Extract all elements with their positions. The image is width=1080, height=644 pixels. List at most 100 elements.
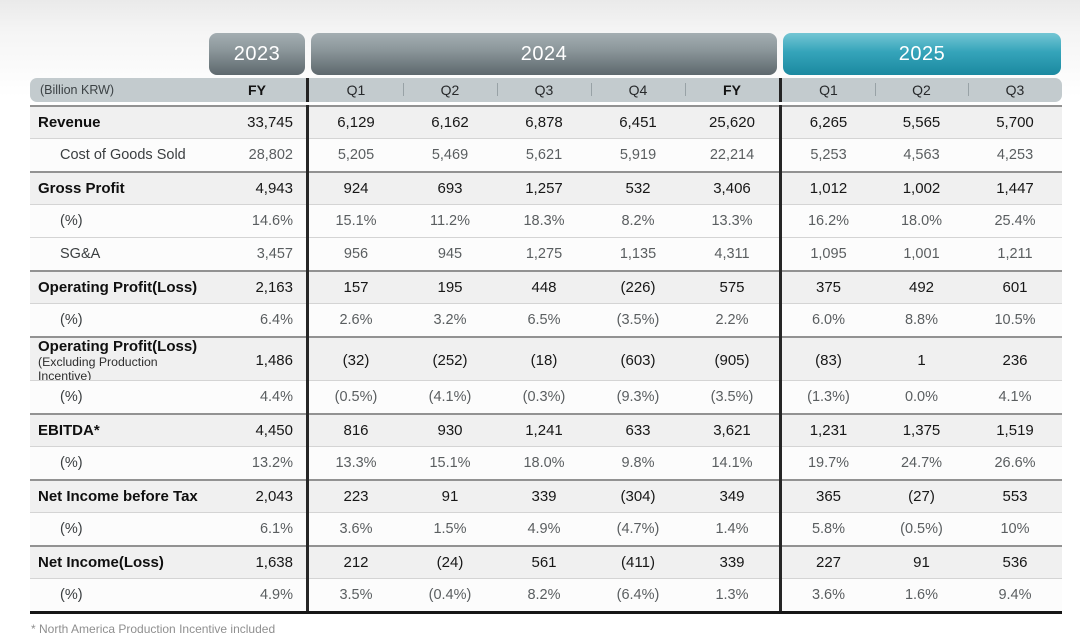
cell: 1,447 (968, 171, 1062, 204)
table-row: (%) 13.2% 13.3% 15.1% 18.0% 9.8% 14.1% 19.7% 24.… (30, 446, 1062, 479)
cell: 3,406 (685, 171, 779, 204)
cell: 18.0% (875, 204, 968, 237)
cell: 3.2% (403, 303, 497, 336)
cell: 3,621 (685, 413, 779, 446)
cell: (1.3%) (782, 380, 875, 413)
cell: 1.3% (685, 578, 779, 611)
cell: 5,919 (591, 138, 685, 171)
cell: 227 (782, 545, 875, 578)
column-divider (779, 138, 782, 171)
cell: 91 (403, 479, 497, 512)
cell: 6.0% (782, 303, 875, 336)
cell: 6,162 (403, 105, 497, 138)
column-divider (306, 237, 309, 270)
cell: 28,802 (208, 138, 306, 171)
cell: 1,135 (591, 237, 685, 270)
cell: 9.8% (591, 446, 685, 479)
col-header-q1-2024: Q1 (346, 82, 366, 98)
cell: 8.2% (591, 204, 685, 237)
col-header-q1-2025: Q1 (819, 82, 838, 98)
cell: 195 (403, 270, 497, 303)
column-divider (779, 380, 782, 413)
cell: 4.9% (497, 512, 591, 545)
cell: (905) (685, 336, 779, 384)
cell: 25.4% (968, 204, 1062, 237)
cell: 1,211 (968, 237, 1062, 270)
col-header-q4-2024: Q4 (591, 78, 685, 102)
cell: 1,275 (497, 237, 591, 270)
cell: 25,620 (685, 105, 779, 138)
cell: (411) (591, 545, 685, 578)
cell: 1,002 (875, 171, 968, 204)
table-row: Net Income(Loss) 1,638 212 (24) 561 (411) 339 2… (30, 545, 1062, 578)
cell: 375 (782, 270, 875, 303)
cell: 6,451 (591, 105, 685, 138)
cell: (3.5%) (591, 303, 685, 336)
cell: 1,231 (782, 413, 875, 446)
cell: 9.4% (968, 578, 1062, 611)
column-divider (779, 237, 782, 270)
cell: 339 (497, 479, 591, 512)
cell: 561 (497, 545, 591, 578)
cell: 1.6% (875, 578, 968, 611)
row-label-cell: SG&A (30, 237, 208, 270)
row-label: (%) (60, 212, 83, 229)
row-label-cell: EBITDA* (30, 413, 208, 446)
cell: 4.9% (208, 578, 306, 611)
cell: 4,943 (208, 171, 306, 204)
unit-label: (Billion KRW) (40, 83, 115, 97)
cell: 1,257 (497, 171, 591, 204)
table-row: Net Income before Tax 2,043 223 91 339 (304) 3… (30, 479, 1062, 512)
cell: 5,253 (782, 138, 875, 171)
cell: 339 (685, 545, 779, 578)
row-label-cell: Cost of Goods Sold (30, 138, 208, 171)
col-header-q2-2024: Q2 (403, 78, 497, 102)
cell: 4,311 (685, 237, 779, 270)
cell: 6.5% (497, 303, 591, 336)
col-header-q2-2025: Q2 (875, 78, 968, 102)
cell: 693 (403, 171, 497, 204)
column-divider (306, 336, 309, 384)
column-divider (306, 380, 309, 413)
cell: 13.3% (685, 204, 779, 237)
cell: 536 (968, 545, 1062, 578)
cell: (0.3%) (497, 380, 591, 413)
cell: 10.5% (968, 303, 1062, 336)
table-row: SG&A 3,457 956 945 1,275 1,135 4,311 1,095 1,001… (30, 237, 1062, 270)
table-row: (%) 14.6% 15.1% 11.2% 18.3% 8.2% 13.3% 16.2% 18.… (30, 204, 1062, 237)
column-divider (306, 204, 309, 237)
cell: (252) (403, 336, 497, 384)
column-divider (779, 545, 782, 578)
cell: 6.4% (208, 303, 306, 336)
cell: 13.2% (208, 446, 306, 479)
cell: 816 (309, 413, 403, 446)
cell: 33,745 (208, 105, 306, 138)
cell: (27) (875, 479, 968, 512)
table-row: EBITDA* 4,450 816 930 1,241 633 3,621 1,231 1,37… (30, 413, 1062, 446)
cell: (0.4%) (403, 578, 497, 611)
column-divider (306, 270, 309, 303)
cell: 1,486 (208, 336, 306, 384)
year-header-row: 2023 2024 2025 (30, 33, 1062, 75)
cell: 956 (309, 237, 403, 270)
column-divider (306, 578, 309, 611)
cell: 24.7% (875, 446, 968, 479)
row-label-cell: Net Income(Loss) (30, 545, 208, 578)
column-divider (306, 138, 309, 171)
row-sublabel: (Excluding Production Incentive) (38, 355, 158, 384)
col-header-q3-2024: Q3 (497, 78, 591, 102)
row-label: Revenue (38, 113, 101, 131)
row-label-cell: Net Income before Tax (30, 479, 208, 512)
cell: (83) (782, 336, 875, 384)
row-label: (%) (60, 520, 83, 537)
cell: (226) (591, 270, 685, 303)
column-divider (779, 171, 782, 204)
cell: 633 (591, 413, 685, 446)
table-row: (%) 4.4% (0.5%) (4.1%) (0.3%) (9.3%) (3.5%) (1.… (30, 380, 1062, 413)
row-label: (%) (60, 311, 83, 328)
cell: 18.3% (497, 204, 591, 237)
column-divider (306, 446, 309, 479)
row-label: SG&A (60, 245, 101, 262)
table-row: Revenue 33,745 6,129 6,162 6,878 6,451 25,620 6… (30, 105, 1062, 138)
cell: 1 (875, 336, 968, 384)
